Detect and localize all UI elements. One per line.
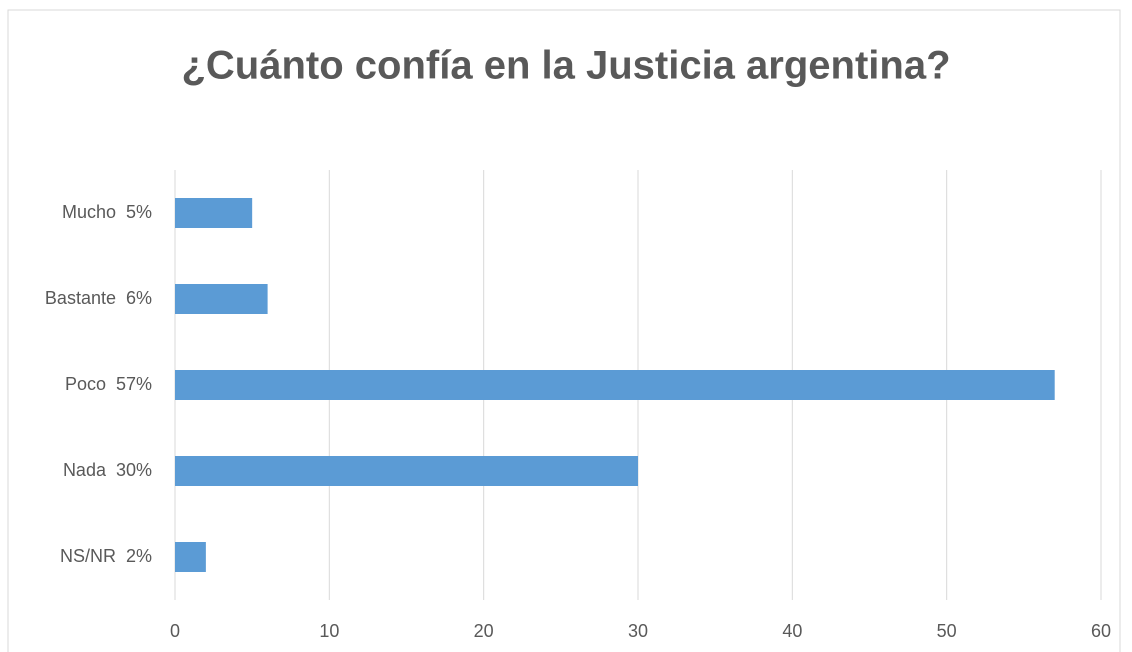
- bar: [175, 456, 638, 486]
- chart-title: ¿Cuánto confía en la Justicia argentina?: [181, 44, 950, 88]
- x-tick-label: 50: [937, 621, 957, 641]
- y-tick-label: Nada 30%: [63, 460, 152, 480]
- x-tick-label: 20: [474, 621, 494, 641]
- y-tick-label: NS/NR 2%: [60, 546, 152, 566]
- bar: [175, 198, 253, 228]
- x-tick-label: 10: [319, 621, 339, 641]
- x-tick-label: 30: [628, 621, 648, 641]
- y-tick-label: Poco 57%: [65, 374, 152, 394]
- bar: [175, 542, 206, 572]
- bar: [175, 284, 268, 314]
- x-tick-label: 40: [782, 621, 802, 641]
- y-tick-label: Mucho 5%: [62, 202, 152, 222]
- y-tick-label: Bastante 6%: [45, 288, 152, 308]
- x-tick-label: 60: [1091, 621, 1111, 641]
- bar: [175, 370, 1055, 400]
- x-tick-label: 0: [170, 621, 180, 641]
